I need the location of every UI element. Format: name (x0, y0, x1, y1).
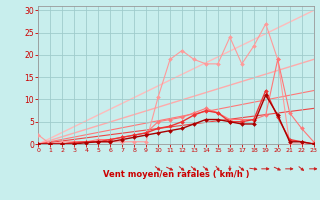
X-axis label: Vent moyen/en rafales ( km/h ): Vent moyen/en rafales ( km/h ) (103, 170, 249, 179)
